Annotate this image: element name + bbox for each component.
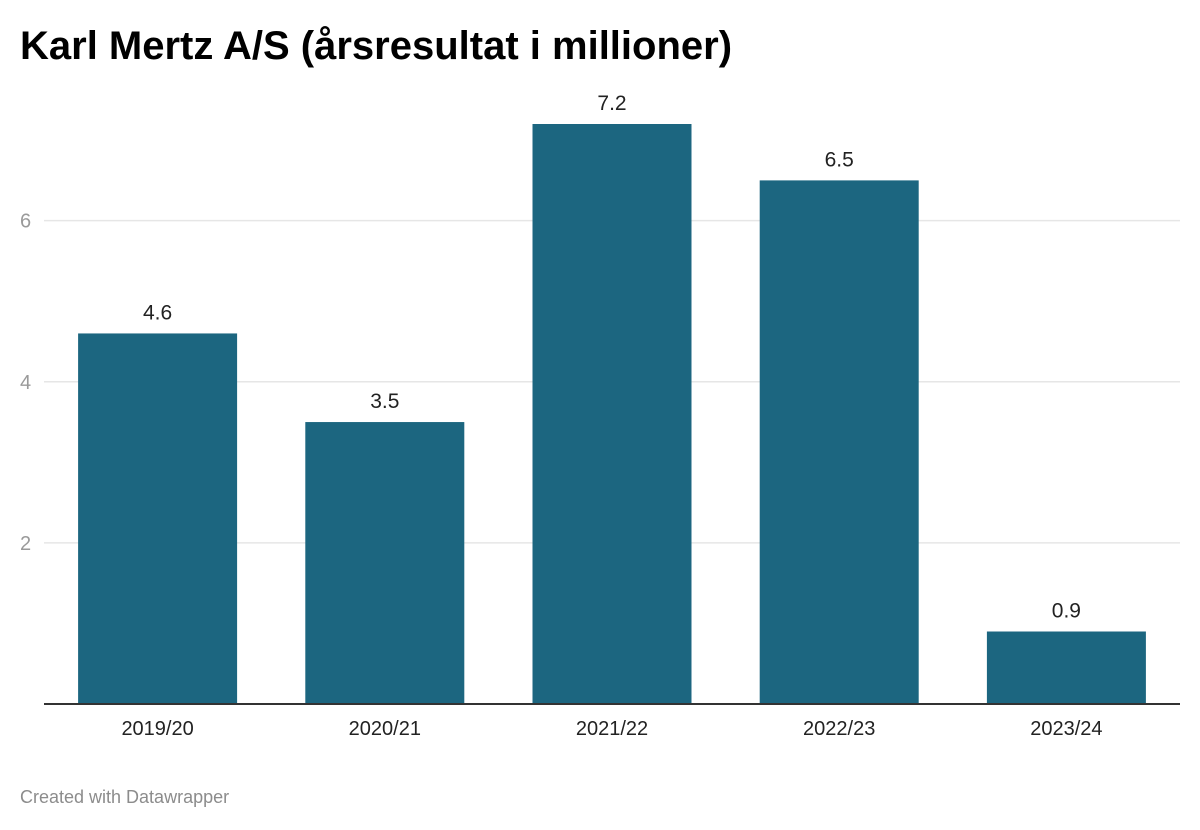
- bar: [532, 124, 692, 704]
- x-axis: 2019/20 2020/21 2021/22 2022/23 2023/24: [44, 703, 1180, 740]
- bar: [759, 180, 919, 704]
- bar-value-label: 3.5: [370, 390, 399, 413]
- footer-credit: Created with Datawrapper: [20, 787, 230, 807]
- x-tick-label: 2021/22: [576, 718, 648, 740]
- bar: [78, 333, 238, 704]
- bar-chart: 2 4 6 4.6 3.5 7.2 6.5 0.9 2019/20 2020/21 2021/2…: [20, 92, 1180, 740]
- y-tick-label: 2: [20, 533, 31, 555]
- bar-value-label: 6.5: [825, 148, 854, 171]
- x-tick-label: 2019/20: [121, 718, 193, 740]
- bar-value-label: 7.2: [597, 92, 626, 115]
- x-tick-label: 2022/23: [803, 718, 875, 740]
- chart-title: Karl Mertz A/S (årsresultat i millioner): [20, 24, 733, 68]
- bars: [78, 124, 1146, 704]
- bar: [986, 631, 1146, 704]
- x-tick-label: 2023/24: [1030, 718, 1102, 740]
- bar-value-label: 4.6: [143, 301, 172, 324]
- bar-value-label: 0.9: [1052, 600, 1081, 623]
- value-labels: 4.6 3.5 7.2 6.5 0.9: [143, 92, 1081, 623]
- y-tick-label: 6: [20, 211, 31, 233]
- bar: [305, 422, 465, 704]
- y-tick-label: 4: [20, 372, 31, 394]
- x-tick-label: 2020/21: [349, 718, 421, 740]
